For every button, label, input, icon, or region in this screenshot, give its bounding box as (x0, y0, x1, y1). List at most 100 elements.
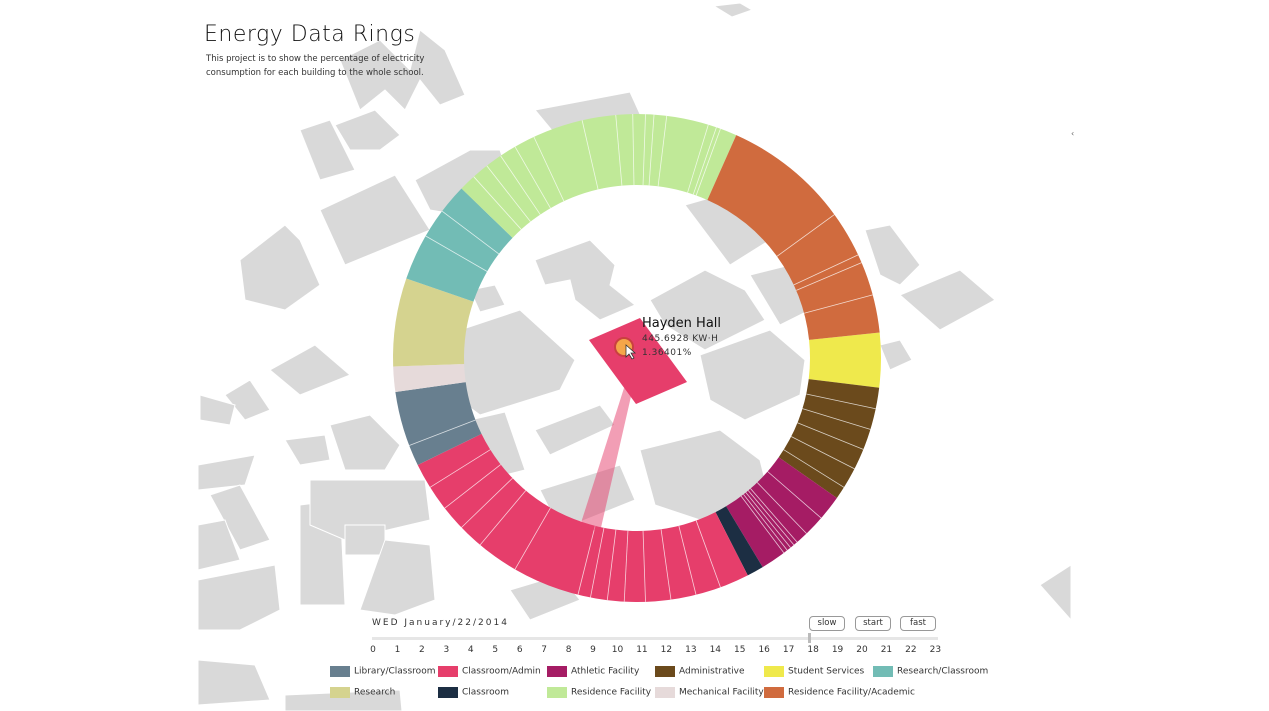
slow-button[interactable]: slow (809, 616, 845, 631)
building-shape (239, 224, 321, 311)
hour-tick[interactable]: 14 (709, 645, 722, 655)
legend-label: Mechanical Facility (679, 687, 764, 698)
ring-divider (473, 176, 522, 230)
ring-segment[interactable] (395, 382, 482, 465)
hour-tick[interactable]: 11 (636, 645, 648, 655)
ring-segment[interactable] (393, 364, 466, 392)
ring-divider (657, 115, 668, 187)
legend-item: Library/Classroom (330, 666, 435, 680)
ring-divider (776, 214, 835, 257)
hour-tick[interactable]: 18 (807, 645, 819, 655)
legend-swatch (547, 666, 567, 677)
building-shape (534, 239, 636, 321)
legend-swatch (547, 687, 567, 698)
hour-tick[interactable]: 6 (516, 645, 523, 655)
cursor-icon (625, 344, 637, 360)
start-button[interactable]: start (855, 616, 891, 631)
beam (580, 388, 632, 532)
building-shape (334, 109, 401, 151)
legend-label: Research (354, 687, 396, 698)
building-shape (864, 224, 921, 286)
building-shape (1039, 564, 1072, 622)
building-shape (339, 29, 466, 111)
ring-divider (756, 482, 807, 534)
ring-segment[interactable] (393, 278, 474, 367)
legend-label: Library/Classroom (354, 666, 436, 677)
hour-tick[interactable]: 21 (880, 645, 893, 655)
ring-divider (692, 127, 717, 195)
legend-label: Residence Facility (571, 687, 652, 698)
hour-tick[interactable]: 19 (831, 645, 844, 655)
ring-segment[interactable] (406, 188, 513, 302)
hour-tick[interactable]: 8 (565, 645, 572, 655)
scroll-indicator: ‹ (1071, 129, 1075, 138)
hour-tick[interactable]: 17 (782, 645, 795, 655)
fast-button[interactable]: fast (900, 616, 936, 631)
building-shape (269, 344, 351, 396)
ring-divider (461, 477, 513, 528)
hour-tick[interactable]: 15 (734, 645, 746, 655)
ring-divider (802, 408, 871, 430)
hayden-hall-building[interactable] (589, 318, 687, 404)
ring-divider (615, 114, 623, 186)
ring-divider (750, 488, 798, 543)
timeline-handle[interactable] (808, 633, 811, 643)
ring-divider (441, 210, 500, 255)
hour-tick[interactable]: 7 (541, 645, 547, 655)
building-shape (712, 2, 754, 18)
ring-divider (687, 124, 709, 193)
ring-segment[interactable] (707, 135, 880, 340)
legend-label: Athletic Facility (571, 666, 640, 677)
ring-divider (632, 114, 635, 186)
legend-item: Athletic Facility (547, 666, 639, 680)
ring-divider (444, 464, 501, 509)
ring-segment[interactable] (715, 506, 763, 576)
legend-swatch (655, 666, 675, 677)
ring-divider (695, 128, 721, 196)
ring-divider (797, 422, 864, 450)
ring-divider (747, 490, 795, 546)
ring-divider (804, 294, 873, 314)
building-shape (899, 269, 996, 331)
building-shape (319, 174, 431, 266)
legend-label: Residence Facility/Academic (788, 687, 916, 698)
tooltip-kwh: 445.6928 KW·H (642, 334, 719, 344)
building-shape (299, 119, 356, 181)
hour-tick[interactable]: 13 (685, 645, 697, 655)
hour-tick[interactable]: 22 (905, 645, 917, 655)
hour-tick[interactable]: 4 (467, 645, 474, 655)
legend-label: Student Services (788, 666, 865, 677)
hour-tick[interactable]: 9 (590, 645, 596, 655)
page-title: Energy Data Rings (204, 22, 416, 47)
ring-segment[interactable] (808, 332, 881, 388)
legend-label: Classroom/Admin (462, 666, 541, 677)
ring-segment[interactable] (726, 457, 837, 568)
legend-item: Classroom (438, 687, 509, 701)
hour-tick[interactable]: 1 (394, 645, 401, 655)
hour-tick[interactable]: 5 (492, 645, 499, 655)
legend-label: Classroom (462, 687, 509, 698)
building-shape (459, 309, 576, 416)
legend-swatch (873, 666, 893, 677)
ring-divider (500, 155, 541, 215)
hour-tick[interactable]: 2 (419, 645, 425, 655)
ring-divider (740, 495, 785, 554)
hour-tick[interactable]: 12 (660, 645, 673, 655)
ring-divider (678, 525, 697, 595)
hour-tick[interactable]: 20 (856, 645, 868, 655)
building-shape (649, 269, 766, 351)
ring-divider (409, 419, 476, 446)
hour-tick[interactable]: 16 (758, 645, 770, 655)
timeline-track[interactable] (372, 637, 938, 640)
legend-swatch (764, 687, 784, 698)
ring-divider (660, 529, 672, 600)
hour-tick[interactable]: 3 (443, 645, 450, 655)
building-shape (197, 519, 241, 571)
tooltip-percent: 1.36401% (642, 348, 692, 358)
hour-tick[interactable]: 10 (611, 645, 624, 655)
hour-tick[interactable]: 23 (929, 645, 942, 655)
hour-tick[interactable]: 0 (370, 645, 376, 655)
ring-segment[interactable] (461, 114, 737, 238)
ring-divider (790, 436, 855, 470)
legend-item: Residence Facility (547, 687, 651, 701)
